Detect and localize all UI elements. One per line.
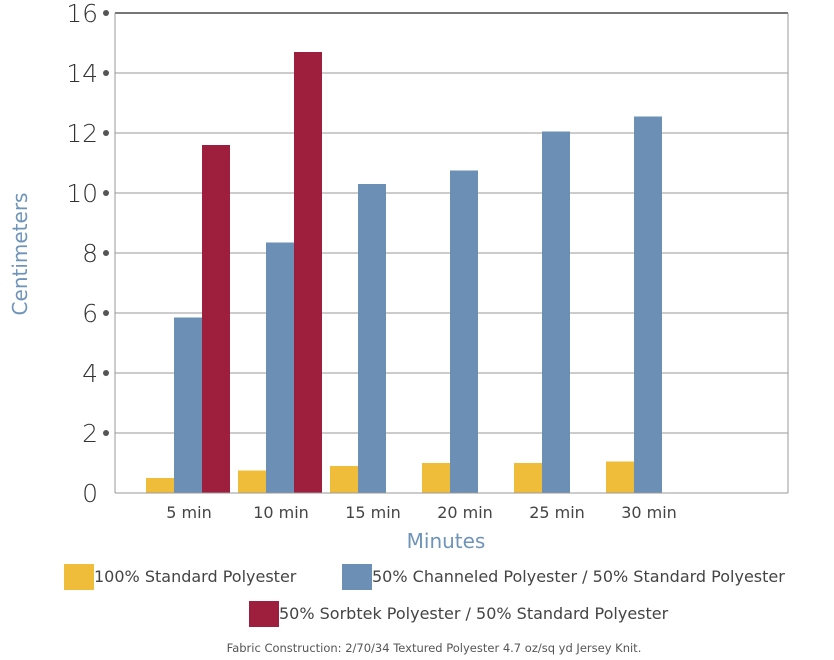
y-tick-label: 12 [66,119,98,148]
x-tick-label: 10 min [253,503,309,522]
legend: 100% Standard Polyester 50% Channeled Pol… [64,564,785,627]
y-tick-labels: 0 2 4 6 8 10 12 14 16 [66,0,98,508]
x-tick-label: 15 min [345,503,401,522]
bar [358,184,386,493]
bar [606,461,634,493]
x-tick-label: 25 min [529,503,585,522]
bar [266,242,294,493]
y-tick-mark [103,310,109,316]
y-tick-mark [103,250,109,256]
x-tick-label: 5 min [166,503,211,522]
bar [330,466,358,493]
y-tick-label: 4 [82,359,98,388]
y-tick-label: 6 [82,299,98,328]
bar [202,145,230,493]
bar [174,317,202,493]
y-tick-mark [103,130,109,136]
y-tick-mark [103,430,109,436]
bars-group [146,52,662,493]
legend-swatch [249,601,279,627]
y-tick-label: 8 [82,239,98,268]
bar [514,463,542,493]
footnote: Fabric Construction: 2/70/34 Textured Po… [227,641,642,655]
y-tick-mark [103,70,109,76]
legend-label: 100% Standard Polyester [94,567,297,586]
bar [422,463,450,493]
bar [294,52,322,493]
y-tick-label: 2 [82,419,98,448]
y-axis-label: Centimeters [8,193,32,316]
y-tick-mark [103,370,109,376]
y-tick-label: 16 [66,0,98,28]
bar [634,116,662,493]
legend-label: 50% Channeled Polyester / 50% Standard P… [372,567,785,586]
y-tick-mark [103,10,109,16]
y-tick-mark [103,190,109,196]
x-tick-labels: 5 min 10 min 15 min 20 min 25 min 30 min [166,503,677,522]
axes-group [103,10,789,494]
x-tick-label: 20 min [437,503,493,522]
x-axis-label: Minutes [407,529,486,553]
legend-label: 50% Sorbtek Polyester / 50% Standard Pol… [279,604,669,623]
bar [238,470,266,493]
y-tick-label: 14 [66,59,98,88]
bar [146,478,174,493]
y-tick-label: 10 [66,179,98,208]
bar [450,170,478,493]
legend-swatch [342,564,372,590]
legend-swatch [64,564,94,590]
x-tick-label: 30 min [621,503,677,522]
bar [542,131,570,493]
y-tick-label: 0 [82,479,98,508]
